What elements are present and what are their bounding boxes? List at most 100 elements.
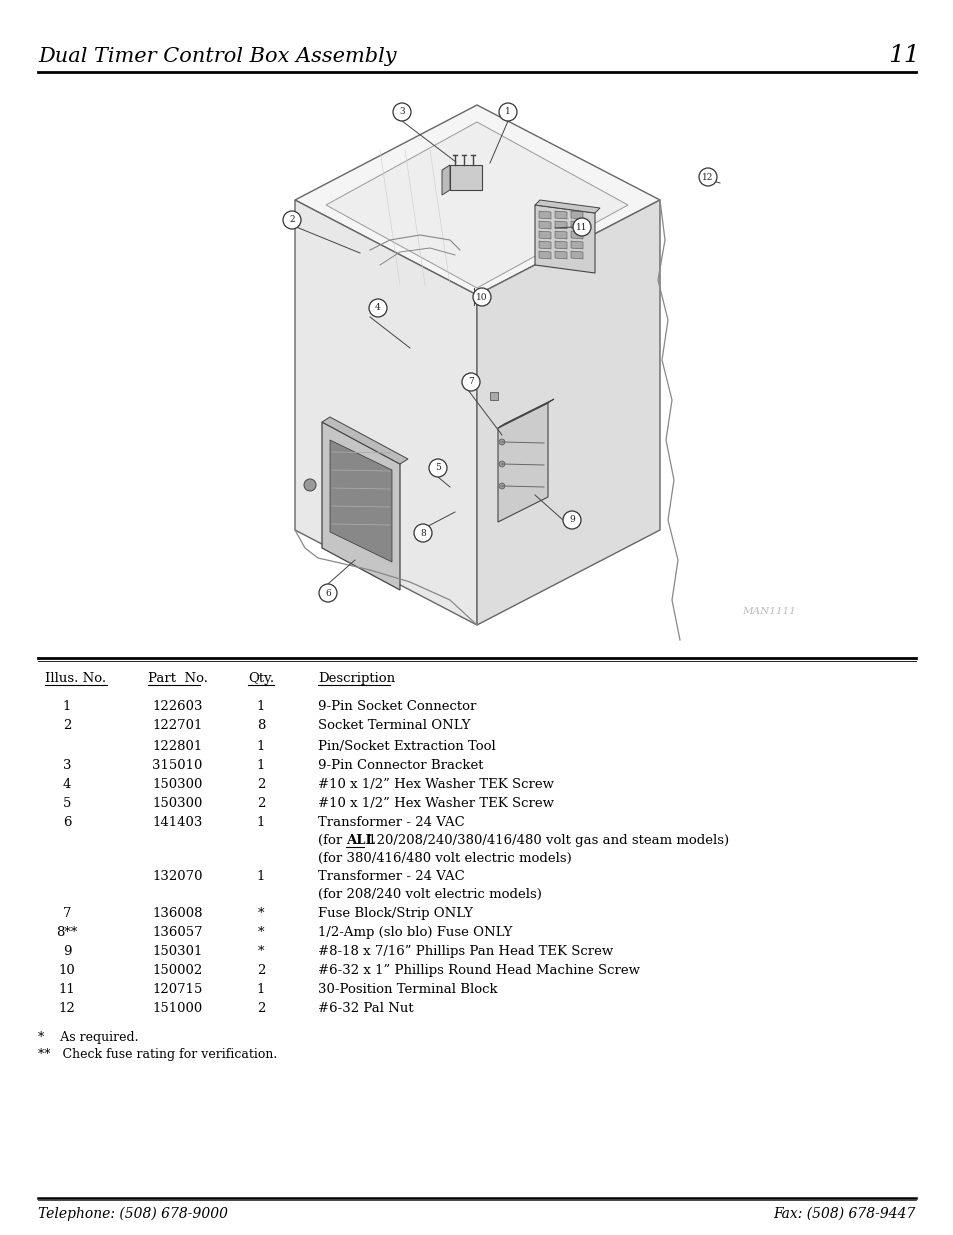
Text: Transformer - 24 VAC: Transformer - 24 VAC [317,816,464,829]
Polygon shape [555,251,566,259]
Text: 7: 7 [63,906,71,920]
Circle shape [573,219,590,236]
Text: **   Check fuse rating for verification.: ** Check fuse rating for verification. [38,1049,277,1061]
Circle shape [461,373,479,391]
Text: 5: 5 [435,463,440,473]
Circle shape [318,584,336,601]
Polygon shape [497,403,547,522]
Text: 132070: 132070 [152,869,202,883]
Text: 8**: 8** [56,926,77,939]
Text: 122603: 122603 [152,700,202,713]
Text: 12: 12 [58,1002,75,1015]
Circle shape [304,479,315,492]
Text: 7: 7 [468,378,474,387]
Text: 150002: 150002 [152,965,202,977]
Text: #6-32 Pal Nut: #6-32 Pal Nut [317,1002,414,1015]
Circle shape [414,524,432,542]
Text: 1: 1 [504,107,511,116]
Text: Illus. No.: Illus. No. [45,672,106,685]
Text: 8: 8 [256,719,265,732]
Text: 1: 1 [256,700,265,713]
Text: 2: 2 [63,719,71,732]
Polygon shape [294,105,659,295]
Text: 3: 3 [63,760,71,772]
Text: 11: 11 [58,983,75,995]
Text: *    As required.: * As required. [38,1031,138,1044]
Text: 3: 3 [398,107,404,116]
Text: 4: 4 [63,778,71,790]
Bar [490,391,497,400]
Polygon shape [294,200,476,625]
Text: 2: 2 [289,215,294,225]
Text: ALL: ALL [346,834,375,847]
Circle shape [498,461,504,467]
Polygon shape [571,221,582,228]
Circle shape [393,103,411,121]
Text: 6: 6 [63,816,71,829]
Circle shape [283,211,301,228]
Text: 120/208/240/380/416/480 volt gas and steam models): 120/208/240/380/416/480 volt gas and ste… [363,834,728,847]
Text: 120715: 120715 [152,983,202,995]
Text: 4: 4 [375,304,380,312]
Text: *: * [257,945,264,958]
Text: 1: 1 [63,700,71,713]
Text: 315010: 315010 [152,760,202,772]
Text: 1: 1 [256,760,265,772]
Text: 6: 6 [325,589,331,598]
Polygon shape [535,200,599,212]
Circle shape [699,168,717,186]
Polygon shape [441,165,450,195]
Text: 2: 2 [256,778,265,790]
Text: Description: Description [317,672,395,685]
Circle shape [498,483,504,489]
Polygon shape [571,241,582,249]
Polygon shape [476,200,659,625]
Text: 150300: 150300 [152,797,202,810]
Polygon shape [497,399,554,429]
Text: 136008: 136008 [152,906,202,920]
Text: 1: 1 [256,816,265,829]
Text: 9-Pin Connector Bracket: 9-Pin Connector Bracket [317,760,483,772]
Polygon shape [538,251,551,259]
Polygon shape [326,122,627,288]
Circle shape [562,511,580,529]
Text: *: * [257,906,264,920]
Text: 150301: 150301 [152,945,202,958]
Polygon shape [322,417,408,464]
Text: 2: 2 [256,965,265,977]
Text: 150300: 150300 [152,778,202,790]
Circle shape [369,299,387,317]
Polygon shape [535,205,595,273]
Text: Telephone: (508) 678-9000: Telephone: (508) 678-9000 [38,1207,228,1221]
Circle shape [498,438,504,445]
Text: #10 x 1/2” Hex Washer TEK Screw: #10 x 1/2” Hex Washer TEK Screw [317,778,554,790]
Text: #10 x 1/2” Hex Washer TEK Screw: #10 x 1/2” Hex Washer TEK Screw [317,797,554,810]
Circle shape [498,103,517,121]
Text: 1: 1 [256,740,265,753]
Text: 11: 11 [887,44,919,67]
Text: Pin/Socket Extraction Tool: Pin/Socket Extraction Tool [317,740,496,753]
Circle shape [429,459,447,477]
Text: 10: 10 [476,293,487,301]
Text: 141403: 141403 [152,816,202,829]
Text: 5: 5 [63,797,71,810]
Text: 10: 10 [58,965,75,977]
Text: (for 208/240 volt electric models): (for 208/240 volt electric models) [317,888,541,902]
Text: 2: 2 [256,797,265,810]
Polygon shape [322,422,399,590]
Text: 1/2-Amp (slo blo) Fuse ONLY: 1/2-Amp (slo blo) Fuse ONLY [317,926,512,939]
Polygon shape [555,221,566,228]
Circle shape [473,288,491,306]
Text: Qty.: Qty. [248,672,274,685]
Polygon shape [571,211,582,219]
Text: 136057: 136057 [152,926,202,939]
Text: (for 380/416/480 volt electric models): (for 380/416/480 volt electric models) [317,852,571,864]
Polygon shape [555,231,566,240]
Polygon shape [555,211,566,219]
Polygon shape [538,211,551,219]
Text: 12: 12 [701,173,713,182]
Polygon shape [450,165,481,190]
Text: 122701: 122701 [152,719,202,732]
Text: 11: 11 [576,222,587,231]
Text: Dual Timer Control Box Assembly: Dual Timer Control Box Assembly [38,47,396,65]
